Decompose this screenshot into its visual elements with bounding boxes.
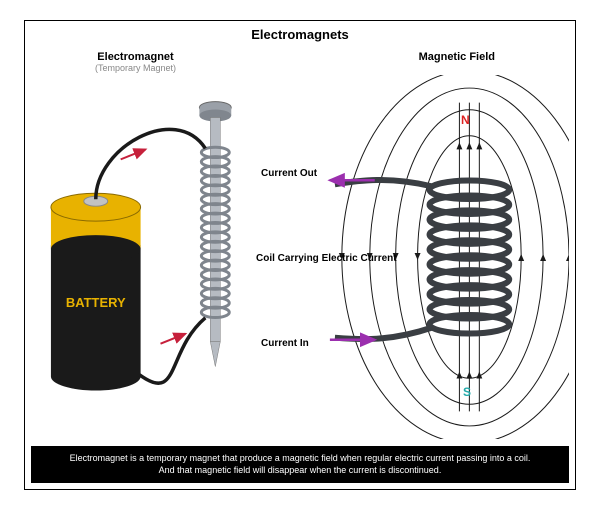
caption-line2: And that magnetic field will disappear w… bbox=[39, 464, 561, 477]
left-heading-block: Electromagnet (Temporary Magnet) bbox=[95, 51, 176, 73]
pole-n: N bbox=[461, 113, 470, 127]
label-current-out: Current Out bbox=[261, 168, 317, 179]
left-subheading: (Temporary Magnet) bbox=[95, 63, 176, 73]
caption-box: Electromagnet is a temporary magnet that… bbox=[31, 446, 569, 483]
left-heading: Electromagnet bbox=[95, 51, 176, 63]
main-title: Electromagnets bbox=[25, 27, 575, 42]
svg-text:BATTERY: BATTERY bbox=[66, 295, 126, 310]
right-heading: Magnetic Field bbox=[419, 51, 495, 63]
pole-s: S bbox=[463, 385, 471, 399]
label-coil-carrying: Coil Carrying Electric Current bbox=[256, 253, 397, 265]
diagram-area: BATTERY Current Out Coil Carrying Electr… bbox=[31, 75, 569, 439]
caption-line1: Electromagnet is a temporary magnet that… bbox=[39, 452, 561, 465]
diagram-frame: Electromagnets Electromagnet (Temporary … bbox=[24, 20, 576, 490]
label-current-in: Current In bbox=[261, 338, 309, 349]
